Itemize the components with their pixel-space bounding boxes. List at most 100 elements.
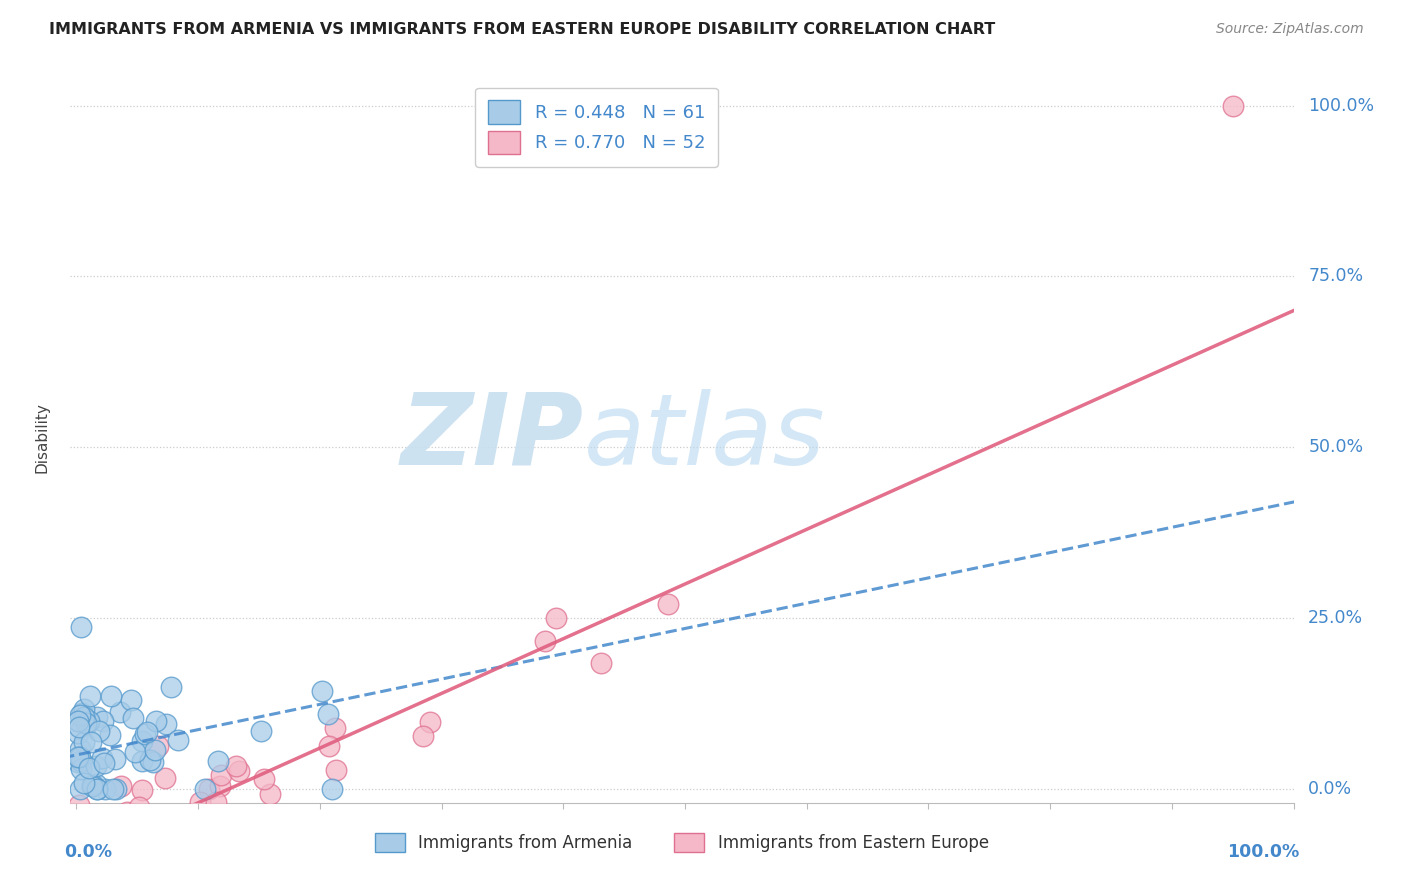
Point [100, 808, 122, 822]
Point [145, 714, 167, 729]
Point [70, 706, 93, 720]
Point [80, 846, 103, 860]
Point [124, 745, 146, 759]
Point [82, 778, 104, 792]
Point [86, 782, 108, 797]
Point [73, 702, 96, 716]
Point [70, 816, 93, 830]
Point [69, 782, 91, 797]
Point [94, 782, 117, 797]
Point [253, 772, 276, 787]
Point [91, 817, 114, 831]
Point [84, 759, 107, 773]
Text: 25.0%: 25.0% [1308, 609, 1364, 627]
Point [148, 739, 170, 754]
Point [657, 597, 679, 611]
Point [142, 756, 165, 770]
Text: 0.0%: 0.0% [1308, 780, 1353, 798]
Point [98, 728, 121, 742]
Point [1222, 98, 1244, 112]
Point [72, 883, 94, 892]
Point [72, 833, 94, 847]
Point [120, 693, 142, 707]
Point [131, 733, 153, 747]
Point [135, 725, 157, 739]
Point [143, 742, 166, 756]
Point [86, 782, 108, 797]
Point [122, 847, 145, 862]
Point [73, 710, 96, 724]
Y-axis label: Disability: Disability [35, 401, 49, 473]
Text: Source: ZipAtlas.com: Source: ZipAtlas.com [1216, 22, 1364, 37]
Point [93, 714, 115, 728]
Point [93, 756, 115, 770]
Point [193, 782, 215, 797]
Point [134, 727, 156, 741]
Point [83, 849, 105, 863]
Point [207, 754, 229, 768]
Point [76, 716, 98, 731]
Point [101, 782, 124, 797]
Point [70, 830, 93, 845]
Point [69, 763, 91, 777]
Point [82, 779, 104, 793]
Point [311, 683, 333, 698]
Point [69, 707, 91, 722]
Point [225, 759, 247, 773]
Point [325, 763, 347, 777]
Point [86, 777, 108, 791]
Point [67, 719, 90, 733]
Point [155, 717, 177, 731]
Point [110, 779, 132, 793]
Point [128, 843, 150, 857]
Point [79, 689, 101, 703]
Point [412, 729, 434, 743]
Text: 50.0%: 50.0% [1308, 438, 1364, 457]
Point [419, 714, 441, 729]
Point [104, 751, 127, 765]
Text: ZIP: ZIP [401, 389, 583, 485]
Point [188, 795, 211, 809]
Point [131, 782, 153, 797]
Point [209, 768, 232, 782]
Point [208, 779, 231, 793]
Text: 100.0%: 100.0% [1227, 843, 1299, 861]
Point [66, 714, 89, 728]
Point [66, 842, 89, 856]
Point [316, 706, 339, 721]
Point [77, 714, 100, 728]
Point [69, 754, 91, 768]
Point [90, 750, 112, 764]
Legend: Immigrants from Armenia, Immigrants from Eastern Europe: Immigrants from Armenia, Immigrants from… [367, 824, 997, 860]
Point [83, 836, 105, 850]
Text: 100.0%: 100.0% [1308, 96, 1374, 114]
Point [139, 753, 162, 767]
Point [66, 750, 89, 764]
Point [115, 805, 138, 820]
Point [546, 611, 568, 625]
Point [70, 827, 93, 841]
Point [69, 742, 91, 756]
Point [204, 795, 226, 809]
Point [73, 776, 96, 790]
Point [534, 633, 557, 648]
Point [86, 710, 108, 724]
Point [166, 733, 188, 747]
Point [228, 764, 250, 779]
Point [259, 787, 281, 801]
Point [198, 781, 221, 796]
Point [589, 657, 612, 671]
Point [153, 771, 176, 785]
Point [100, 690, 122, 704]
Point [66, 869, 89, 883]
Point [77, 879, 100, 892]
Text: 75.0%: 75.0% [1308, 268, 1364, 285]
Point [73, 735, 96, 749]
Point [250, 724, 273, 739]
Point [97, 861, 120, 875]
Point [75, 715, 97, 730]
Point [66, 726, 89, 740]
Point [128, 799, 150, 814]
Point [77, 835, 100, 849]
Text: 0.0%: 0.0% [65, 843, 112, 861]
